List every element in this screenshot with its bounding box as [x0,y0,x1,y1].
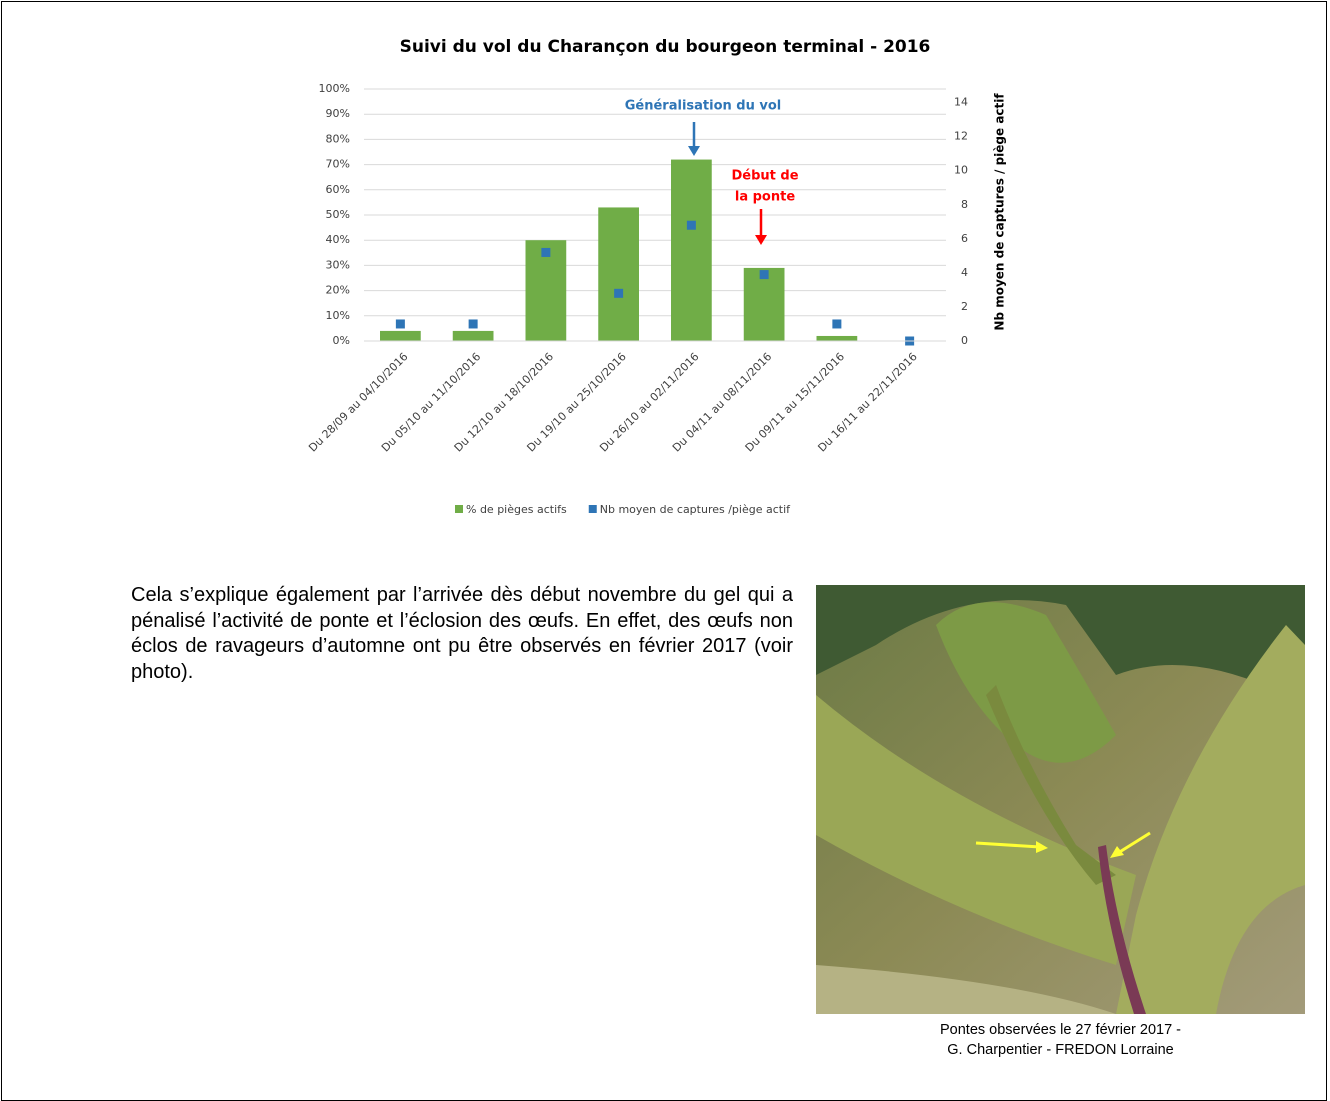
bar [671,159,712,341]
marker [832,319,842,329]
marker [395,319,405,329]
y2-tick-label: 8 [961,198,968,211]
y-tick-label: 30% [326,258,350,271]
y2-tick-label: 12 [954,130,968,143]
photo-caption: G. Charpentier - FREDON Lorraine [947,1042,1174,1058]
y2-tick-label: 4 [961,266,968,279]
legend-swatch [588,505,597,513]
bar [525,240,567,341]
annotation-arrowhead [755,235,767,245]
marker [468,319,478,329]
bar [743,267,785,341]
legend-swatch [455,505,463,513]
annotation: Généralisation du vol [625,99,782,114]
y2-tick-label: 2 [961,300,968,313]
y-tick-label: 10% [326,309,350,322]
y-tick-label: 90% [326,107,350,120]
chart-title: Suivi du vol du Charançon du bourgeon te… [400,37,931,57]
y-tick-label: 80% [326,132,350,145]
legend-label: Nb moyen de captures /piège actif [600,503,791,516]
annotation: Début de [731,169,798,184]
y-tick-label: 100% [319,82,350,95]
marker [686,220,696,230]
annotation-arrowhead [688,146,700,156]
y2-tick-label: 10 [954,164,968,177]
photo [816,585,1305,1014]
marker [614,288,624,298]
y-tick-label: 50% [326,208,350,221]
photo-caption: Pontes observées le 27 février 2017 - [940,1022,1181,1038]
bar [380,330,421,341]
bar [598,207,639,341]
y2-axis-title: Nb moyen de captures / piège actif [993,93,1007,331]
marker [541,247,551,257]
marker [759,270,769,280]
y-tick-label: 40% [326,233,350,246]
y2-tick-label: 14 [954,96,968,109]
bar [816,335,858,341]
y2-tick-label: 6 [961,232,968,245]
chart: Suivi du vol du Charançon du bourgeon te… [306,37,1007,516]
legend-label: % de pièges actifs [466,503,567,516]
y-tick-label: 0% [333,334,350,347]
y-tick-label: 60% [326,183,350,196]
y-tick-label: 70% [326,158,350,171]
bar [452,330,494,341]
annotation: la ponte [735,190,795,205]
y-tick-label: 20% [326,284,350,297]
y2-tick-label: 0 [961,334,968,347]
body-text: Cela s’explique également par l’arrivée … [131,584,793,683]
